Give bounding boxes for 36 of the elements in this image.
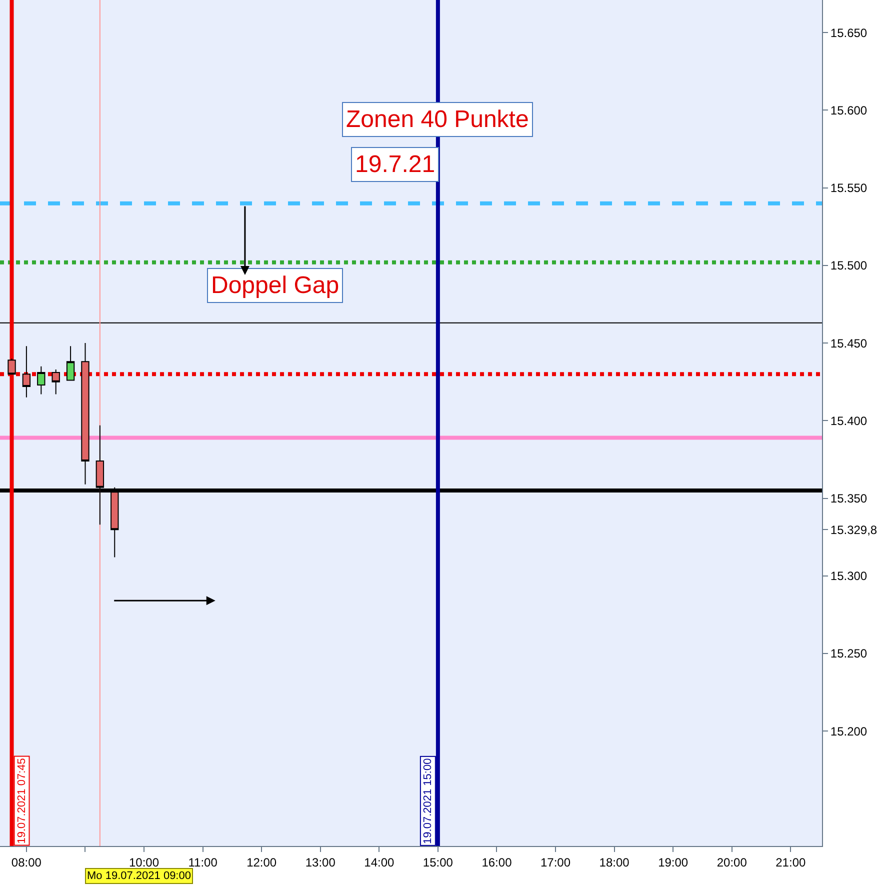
x-tick-label: 15:00 xyxy=(422,855,454,870)
x-tick-label: 16:00 xyxy=(482,855,512,870)
ref-line-label: 19.07.2021 07:45 xyxy=(16,758,28,844)
x-tick-label: 18:00 xyxy=(599,855,630,870)
x-tick-label: 13:00 xyxy=(305,855,336,870)
ref-line-label: 19.07.2021 15:00 xyxy=(422,758,434,844)
x-tick-label: 08:00 xyxy=(11,855,42,870)
y-tick-label: 15.350 xyxy=(830,491,868,506)
y-tick-label: 15.650 xyxy=(830,26,868,40)
candlestick xyxy=(8,358,16,375)
x-tick-label: 10:00 xyxy=(129,855,160,870)
candlestick xyxy=(81,342,90,485)
x-tick-label: 14:00 xyxy=(364,855,394,870)
x-tick-label: 12:00 xyxy=(246,855,277,870)
text: Mo 19.07.2021 09:00 xyxy=(87,870,191,882)
y-tick-label: 15.250 xyxy=(830,646,868,661)
y-tick-label: 15.600 xyxy=(830,103,868,118)
y-tick-label: 15.329,8 xyxy=(830,522,878,537)
y-tick-label: 15.500 xyxy=(830,258,868,273)
x-tick-label: 11:00 xyxy=(188,855,218,870)
y-tick-label: 15.300 xyxy=(830,569,868,584)
annotation: Doppel Gap xyxy=(211,272,340,299)
y-tick-label: 15.200 xyxy=(830,724,868,738)
x-tick-label: 20:00 xyxy=(716,855,748,870)
candlestick xyxy=(22,346,31,398)
candlestick xyxy=(52,368,60,395)
y-tick-label: 15.550 xyxy=(830,181,868,196)
y-tick-label: 15.400 xyxy=(830,414,868,428)
annotation: Zonen 40 Punkte xyxy=(346,106,529,133)
x-tick-label: 17:00 xyxy=(540,855,571,870)
x-tick-label: 19:00 xyxy=(658,855,688,870)
candlestick xyxy=(37,366,46,395)
x-tick-label: 21:00 xyxy=(776,855,806,870)
annotation: 19.7.21 xyxy=(355,151,436,178)
candlestick xyxy=(66,346,75,381)
y-tick-label: 15.450 xyxy=(830,336,868,350)
